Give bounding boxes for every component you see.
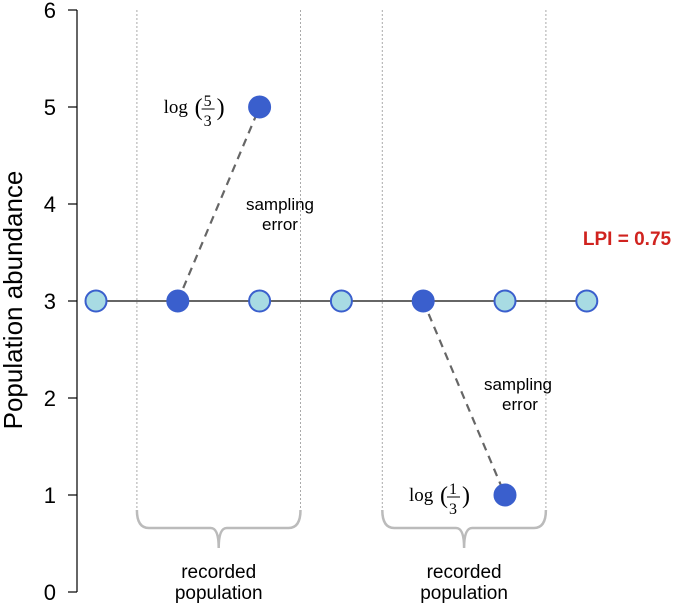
svg-text:3: 3 bbox=[204, 113, 212, 130]
svg-text:(: ( bbox=[440, 483, 448, 509]
true-abundance-point bbox=[248, 289, 272, 313]
svg-text:3: 3 bbox=[449, 501, 457, 518]
y-tick-label: 4 bbox=[44, 192, 56, 217]
window-label: recorded bbox=[181, 562, 256, 583]
sampling-error-label: sampling bbox=[484, 375, 552, 394]
y-tick-label: 6 bbox=[44, 0, 56, 23]
sampling-error-label: error bbox=[262, 215, 298, 234]
window-brace bbox=[135, 509, 302, 549]
true-abundance-point bbox=[493, 289, 517, 313]
svg-text:log: log bbox=[409, 485, 434, 506]
true-abundance-point bbox=[329, 289, 353, 313]
window-label: recorded bbox=[427, 562, 502, 583]
lpi-annotation: LPI = 0.75 bbox=[583, 229, 672, 250]
sampling-error-link bbox=[422, 300, 507, 496]
window-label: population bbox=[175, 583, 263, 604]
svg-text:): ) bbox=[462, 483, 470, 509]
log-ratio-label: log (1 3) bbox=[409, 481, 470, 518]
svg-text:): ) bbox=[217, 95, 225, 121]
sampling-error-link bbox=[176, 106, 261, 302]
y-tick-label: 3 bbox=[44, 289, 56, 314]
svg-text:5: 5 bbox=[204, 93, 212, 110]
observed-point bbox=[493, 483, 517, 507]
sampling-error-label: sampling bbox=[246, 195, 314, 214]
y-tick-label: 1 bbox=[44, 483, 56, 508]
svg-text:(: ( bbox=[195, 95, 203, 121]
y-axis-label: Population abundance bbox=[0, 171, 28, 430]
sampling-error-label: error bbox=[502, 395, 538, 414]
observed-point bbox=[248, 95, 272, 119]
sampled-point bbox=[166, 289, 190, 313]
window-label: population bbox=[420, 583, 508, 604]
y-tick-label: 5 bbox=[44, 95, 56, 120]
svg-text:log: log bbox=[164, 97, 189, 118]
window-brace bbox=[381, 509, 548, 549]
log-ratio-label: log (5 3) bbox=[164, 93, 225, 130]
sampled-point bbox=[411, 289, 435, 313]
true-abundance-point bbox=[575, 289, 599, 313]
svg-text:1: 1 bbox=[449, 481, 457, 498]
true-abundance-point bbox=[84, 289, 108, 313]
y-tick-label: 0 bbox=[44, 580, 56, 605]
y-axis: 0 1 2 3 4 5 6 bbox=[44, 0, 78, 605]
y-tick-label: 2 bbox=[44, 386, 56, 411]
